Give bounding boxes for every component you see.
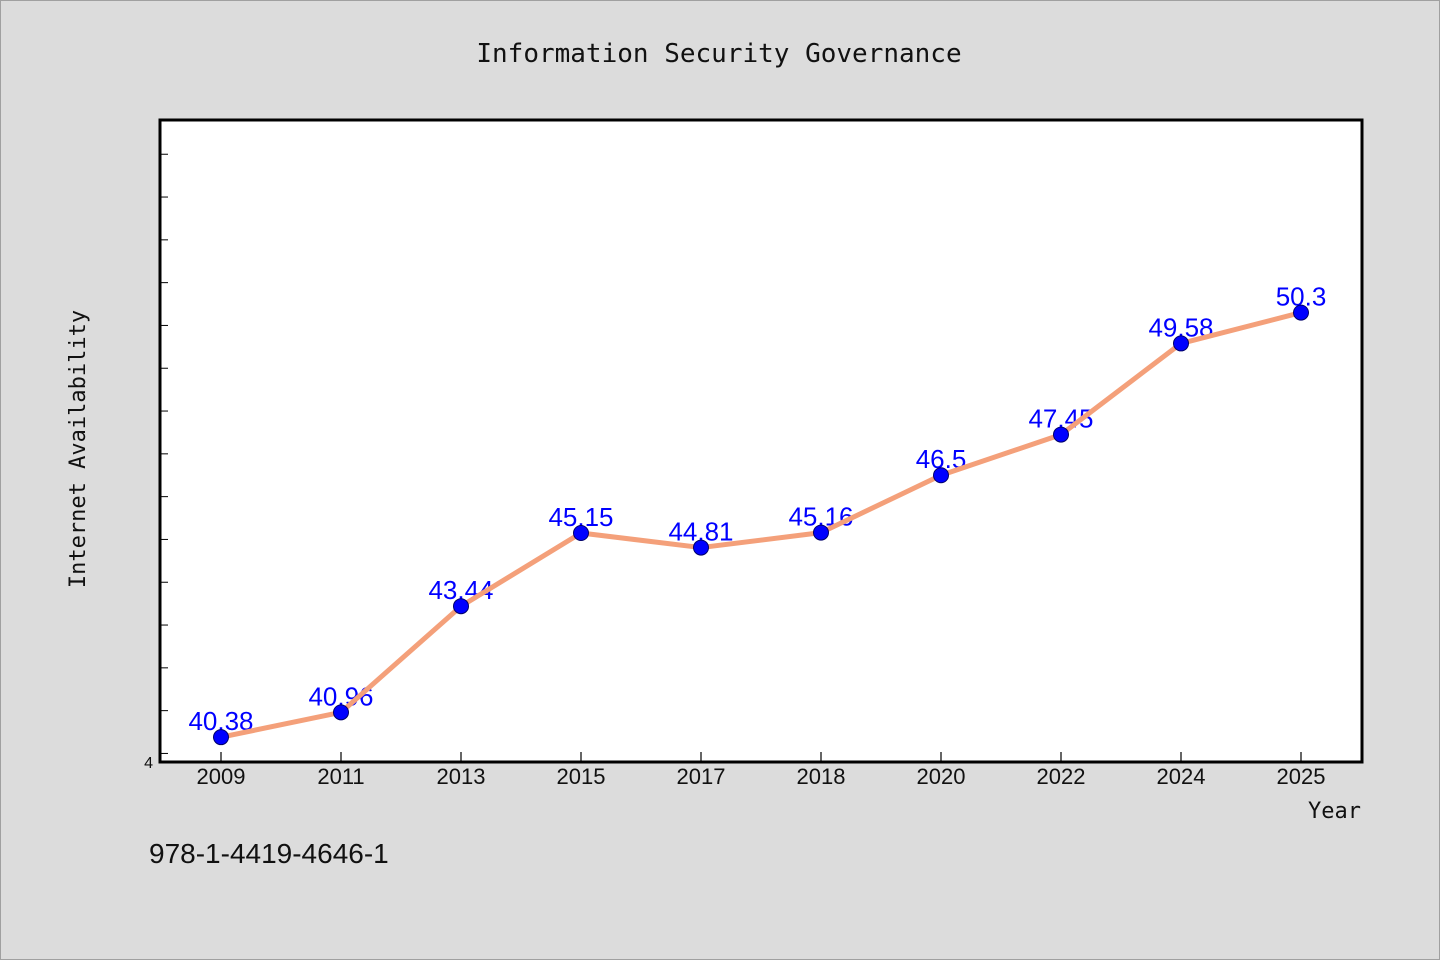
x-axis-label: Year [1308, 799, 1361, 824]
y-axis-label: Internet Availability [66, 310, 91, 588]
footer-isbn: 978-1-4419-4646-1 [149, 838, 389, 869]
x-tick-label: 2009 [197, 764, 246, 789]
data-point [453, 598, 469, 615]
data-point [213, 729, 229, 746]
x-tick-label: 2018 [797, 764, 846, 789]
data-markers [213, 304, 1309, 746]
x-tick-label: 2015 [557, 764, 606, 789]
data-point [1293, 304, 1309, 321]
data-point [1173, 335, 1189, 352]
chart-title: Information Security Governance [476, 39, 961, 69]
x-tick-label: 2011 [317, 764, 364, 789]
x-tick-label: 2017 [677, 764, 726, 789]
plot-area [158, 118, 1364, 764]
x-tick-label: 2020 [917, 764, 966, 789]
data-point [693, 539, 709, 556]
data-point [573, 525, 589, 542]
data-point [1053, 426, 1069, 443]
series-line [218, 310, 1304, 740]
y-tick-label: 4 [144, 755, 153, 772]
x-tick-label: 2025 [1277, 764, 1326, 789]
x-axis-ticks: 2009 2011 2013 2015 2017 2018 2020 2022 2024 2025 [197, 752, 1326, 789]
data-point [813, 524, 829, 541]
x-tick-label: 2024 [1157, 764, 1206, 789]
x-tick-label: 2013 [437, 764, 486, 789]
x-tick-label: 2022 [1037, 764, 1086, 789]
data-point [933, 467, 949, 484]
data-point [333, 704, 349, 721]
y-axis-ticks [160, 153, 168, 754]
